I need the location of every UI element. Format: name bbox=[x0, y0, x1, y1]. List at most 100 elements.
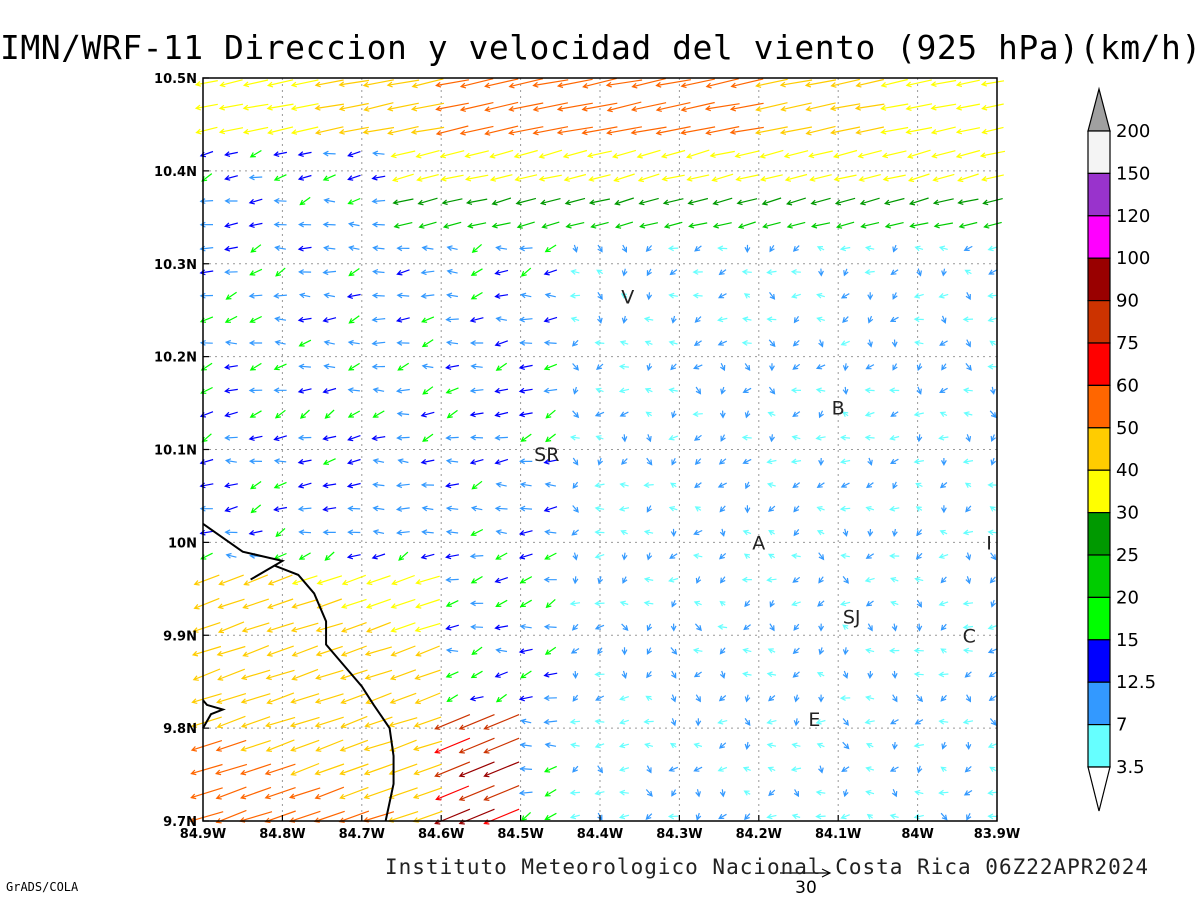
wind-vector bbox=[273, 552, 287, 560]
wind-vector bbox=[273, 292, 287, 299]
wind-vector bbox=[864, 411, 875, 417]
wind-vector bbox=[459, 102, 494, 112]
wind-vector bbox=[989, 576, 996, 584]
wind-vector bbox=[729, 126, 764, 135]
wind-vector bbox=[224, 364, 238, 370]
wind-vector bbox=[718, 269, 727, 276]
wind-vector bbox=[545, 409, 556, 419]
wind-vector bbox=[224, 315, 238, 323]
wind-vector bbox=[964, 765, 972, 773]
wind-vector bbox=[569, 434, 580, 441]
wind-vector bbox=[422, 433, 434, 442]
coastline-main bbox=[202, 522, 395, 822]
wind-vector bbox=[842, 316, 849, 323]
wind-vector bbox=[914, 789, 924, 796]
wind-vector bbox=[793, 505, 800, 513]
wind-vector bbox=[322, 221, 336, 228]
wind-vector bbox=[194, 80, 218, 87]
wind-vector bbox=[338, 79, 370, 88]
y-tick-label: 10.2N bbox=[154, 351, 197, 366]
wind-vector bbox=[597, 647, 603, 655]
wind-vector bbox=[940, 458, 947, 466]
wind-vector bbox=[339, 739, 369, 752]
coastline bbox=[202, 522, 395, 822]
wind-vector bbox=[742, 766, 751, 772]
wind-vector bbox=[297, 245, 312, 252]
colorbar-max-arrow bbox=[1087, 86, 1111, 132]
wind-vector bbox=[841, 766, 850, 772]
wind-vector bbox=[273, 506, 288, 512]
wind-vector bbox=[298, 221, 312, 228]
wind-vector bbox=[859, 197, 880, 206]
wind-vector bbox=[646, 552, 653, 561]
wind-vector bbox=[892, 363, 898, 371]
wind-vector bbox=[470, 670, 483, 679]
wind-vector bbox=[865, 600, 874, 607]
wind-vector bbox=[865, 553, 875, 559]
wind-vector bbox=[744, 410, 751, 419]
colorbar-box bbox=[1087, 596, 1111, 641]
colorbar-label: 60 bbox=[1116, 375, 1139, 396]
wind-vector bbox=[686, 149, 710, 159]
wind-vector bbox=[216, 693, 247, 704]
colorbar-box bbox=[1087, 342, 1111, 387]
wind-vector bbox=[965, 434, 972, 443]
wind-vector bbox=[621, 244, 627, 253]
wind-vector bbox=[669, 269, 678, 276]
wind-vector bbox=[669, 553, 678, 559]
wind-vector bbox=[243, 574, 269, 586]
wind-vector bbox=[742, 647, 752, 654]
wind-vector bbox=[766, 576, 777, 583]
wind-vector bbox=[483, 761, 520, 778]
wind-vector bbox=[518, 553, 533, 560]
wind-vector bbox=[372, 505, 385, 512]
wind-vector bbox=[791, 600, 801, 607]
wind-vector bbox=[655, 126, 691, 136]
wind-vector bbox=[464, 150, 489, 159]
wind-vector bbox=[805, 125, 836, 136]
wind-vector bbox=[619, 718, 629, 725]
wind-vector bbox=[594, 411, 605, 417]
wind-vector bbox=[766, 316, 777, 323]
wind-vector bbox=[865, 482, 874, 489]
wind-vector bbox=[340, 645, 367, 657]
wind-vector bbox=[569, 813, 580, 820]
wind-vector bbox=[909, 222, 929, 229]
wind-vector bbox=[395, 317, 410, 323]
wind-vector bbox=[712, 222, 732, 229]
wind-vector bbox=[916, 529, 923, 537]
wind-vector bbox=[445, 671, 459, 678]
wind-vector bbox=[719, 576, 726, 584]
wind-vector bbox=[646, 457, 653, 466]
wind-vector bbox=[440, 174, 464, 182]
wind-vector bbox=[483, 785, 520, 801]
wind-vector bbox=[741, 434, 752, 441]
wind-vector bbox=[718, 458, 727, 465]
wind-vector bbox=[390, 150, 416, 159]
wind-vector bbox=[818, 457, 825, 466]
wind-vector bbox=[881, 150, 907, 159]
town-label: V bbox=[621, 286, 634, 308]
wind-vector bbox=[618, 363, 629, 370]
wind-vector bbox=[792, 671, 800, 678]
wind-vector bbox=[693, 364, 703, 370]
wind-vector bbox=[413, 763, 442, 776]
wind-vector bbox=[215, 763, 248, 776]
wind-vector bbox=[414, 669, 441, 681]
wind-vector bbox=[539, 198, 561, 206]
wind-vector bbox=[643, 316, 654, 323]
wind-vector bbox=[855, 126, 885, 135]
wind-vector bbox=[804, 79, 837, 88]
wind-vector bbox=[808, 150, 833, 159]
wind-vector bbox=[469, 340, 484, 346]
wind-vector bbox=[391, 574, 415, 586]
wind-vector bbox=[572, 576, 579, 585]
wind-vector bbox=[792, 339, 800, 347]
wind-vector bbox=[322, 529, 336, 536]
wind-vector bbox=[217, 668, 246, 681]
wind-vector bbox=[768, 386, 776, 395]
wind-vector bbox=[621, 315, 628, 324]
colorbar-label: 30 bbox=[1116, 503, 1139, 524]
wind-vector bbox=[680, 101, 715, 113]
wind-vector bbox=[347, 410, 361, 418]
